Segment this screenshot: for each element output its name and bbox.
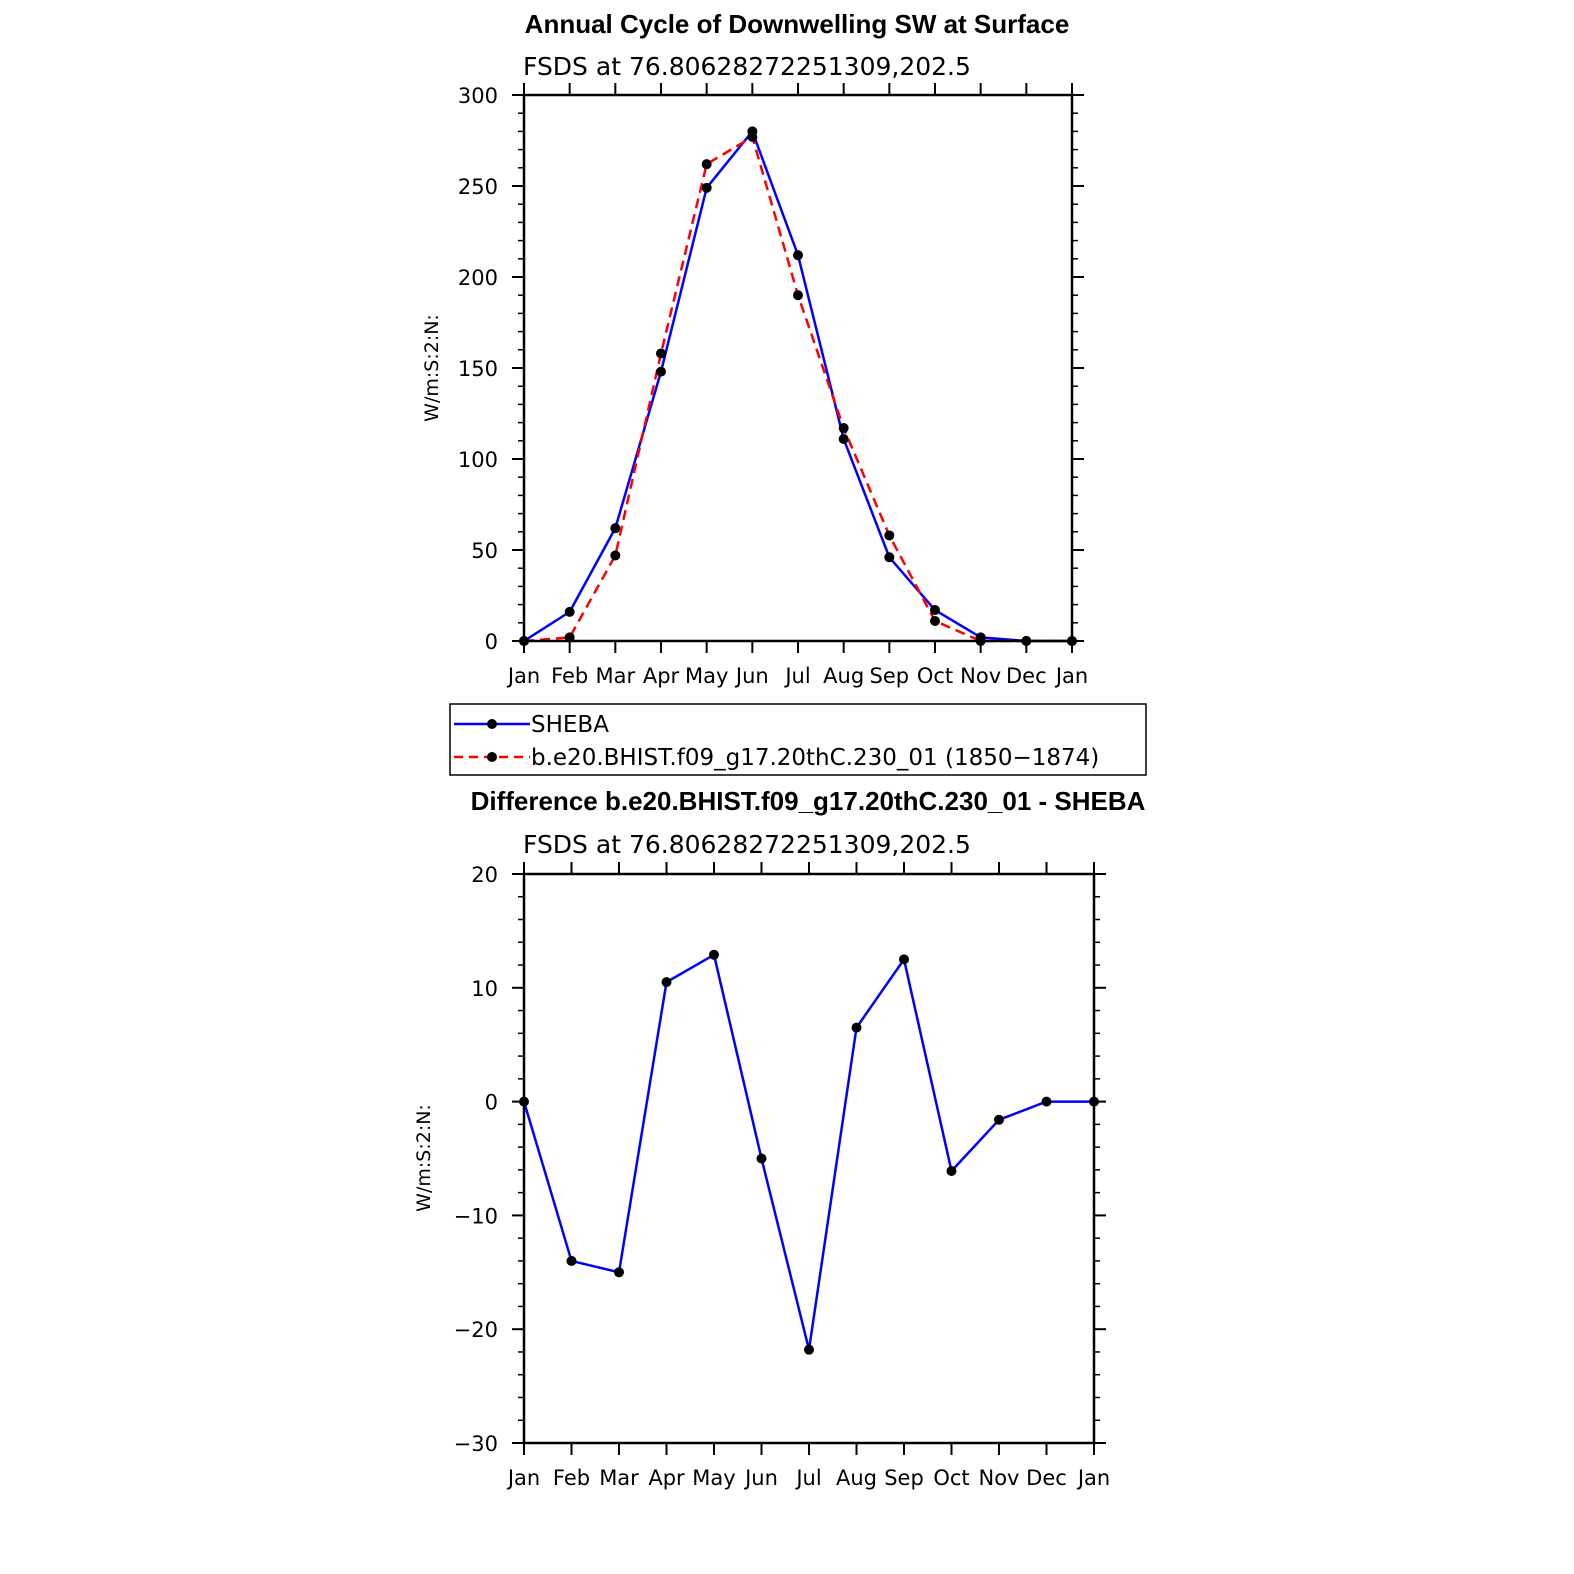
c2-y-tick-label: −30 [454,1432,498,1456]
c2-y-tick-label: 20 [471,863,498,887]
c1-series-0-point [793,250,803,261]
chart2-x-tick-labels: Jan Feb Mar Apr May Jun Jul Aug Sep Oct Nov Dec Jan [506,1466,1110,1490]
c1-x-tick-label: Feb [551,664,588,688]
c1-series-line-1 [523,135,1072,643]
c2-series-0-point [566,1255,577,1266]
c2-series-0-point [946,1166,957,1177]
c2-series-0-point [661,977,672,988]
c2-series-0-point [1041,1096,1052,1107]
chart2-series [519,949,1099,1355]
c2-x-tick-label: Nov [979,1466,1020,1490]
c1-series-1-point [884,530,895,541]
c1-x-tick-label: Jul [783,664,810,688]
c2-series-0-point [994,1114,1004,1125]
chart2-y-tick-labels: −30 −20 −10 0 10 20 [454,863,498,1456]
c2-series-0-point [899,954,909,965]
c1-series-1-point [930,615,940,626]
c1-x-tick-label: Mar [596,664,636,688]
chart2-plot-frame [522,872,1096,1445]
c2-series-0-point [756,1153,767,1164]
c2-x-tick-label: Jul [794,1466,821,1490]
c2-y-tick-label: −20 [454,1318,498,1342]
c1-series-0-point [564,606,575,617]
c1-y-tick-label: 0 [485,630,498,654]
c1-y-tick-label: 100 [458,448,498,472]
c1-series-line-0 [523,130,1072,643]
c1-series-0-point [701,182,712,193]
chart1-ylabel: W/m:S:2:N: [421,314,443,422]
c2-x-tick-label: Apr [648,1466,685,1490]
c1-x-tick-label: Nov [960,664,1001,688]
c2-x-tick-label: Aug [836,1466,877,1490]
c2-y-tick-label: 10 [471,977,498,1001]
c1-y-tick-label: 50 [471,539,498,563]
c1-y-tick-label: 200 [458,266,498,290]
c1-series-0-point [656,366,666,377]
c1-series-1-point [610,550,621,561]
c1-series-0-point [884,552,895,563]
c1-x-tick-label: Dec [1006,664,1047,688]
annual-cycle-chart: Annual Cycle of Downwelling SW at Surfac… [421,9,1088,688]
c2-x-tick-label: Dec [1026,1466,1067,1490]
chart2-subtitle: FSDS at 76.80628272251309,202.5 [523,830,971,859]
c2-series-0-point [709,949,719,960]
c2-x-tick-label: Mar [599,1466,639,1490]
chart2-ylabel: W/m:S:2:N: [413,1104,435,1212]
chart1-y-tick-labels: 0 50 100 150 200 250 300 [458,84,498,654]
c1-series-0-point [930,605,940,616]
c1-x-tick-label: May [685,664,728,688]
chart2-title: Difference b.e20.BHIST.f09_g17.20thC.230… [471,786,1146,816]
c2-series-0-point [614,1267,624,1278]
c1-series-0-point [838,433,849,444]
c1-series-1-point [701,159,712,170]
c1-series-0-point [610,523,621,534]
c1-series-1-point [747,131,758,142]
c2-x-tick-label: Jan [506,1466,540,1490]
c1-x-tick-label: Sep [870,664,910,688]
c2-series-0-point [851,1022,862,1033]
chart1-ticks [512,83,1084,653]
legend-model-marker [487,752,497,762]
c2-x-tick-label: Feb [553,1466,590,1490]
legend-sheba-marker [487,719,497,729]
difference-chart: Difference b.e20.BHIST.f09_g17.20thC.230… [413,786,1146,1490]
c1-x-tick-label: Oct [917,664,953,688]
legend-model-label: b.e20.BHIST.f09_g17.20thC.230_01 (1850−1… [531,745,1099,771]
c1-y-tick-label: 300 [458,84,498,108]
c1-y-tick-label: 250 [458,175,498,199]
chart1-x-tick-labels: Jan Feb Mar Apr May Jun Jul Aug Sep Oct Nov Dec Jan [506,664,1088,688]
c2-series-line-0 [522,953,1094,1351]
chart1-subtitle: FSDS at 76.80628272251309,202.5 [523,52,971,81]
c1-x-tick-label: Jun [734,664,769,688]
c2-x-tick-label: Oct [933,1466,969,1490]
chart1-title: Annual Cycle of Downwelling SW at Surfac… [525,9,1070,39]
c2-x-tick-label: Jun [743,1466,778,1490]
c1-x-tick-label: Apr [643,664,680,688]
c2-y-tick-label: −10 [454,1204,498,1228]
c1-series-1-point [793,290,803,301]
legend-sheba-label: SHEBA [531,712,609,738]
legend-box [449,703,1147,776]
c1-x-tick-label: Jan [506,664,540,688]
c1-series-1-point [656,348,666,359]
c1-x-tick-label: Jan [1054,664,1088,688]
chart2-ticks [512,862,1106,1455]
c1-series-1-point [838,423,849,434]
chart1-plot-frame [522,93,1074,643]
c2-x-tick-label: Sep [884,1466,924,1490]
legend: SHEBA b.e20.BHIST.f09_g17.20thC.230_01 (… [449,703,1147,776]
c2-series-0-point [804,1344,814,1355]
c1-x-tick-label: Aug [823,664,864,688]
c2-y-tick-label: 0 [485,1091,498,1115]
chart1-series [519,126,1077,646]
c1-y-tick-label: 150 [458,357,498,381]
c2-x-tick-label: Jan [1076,1466,1110,1490]
c2-x-tick-label: May [692,1466,735,1490]
